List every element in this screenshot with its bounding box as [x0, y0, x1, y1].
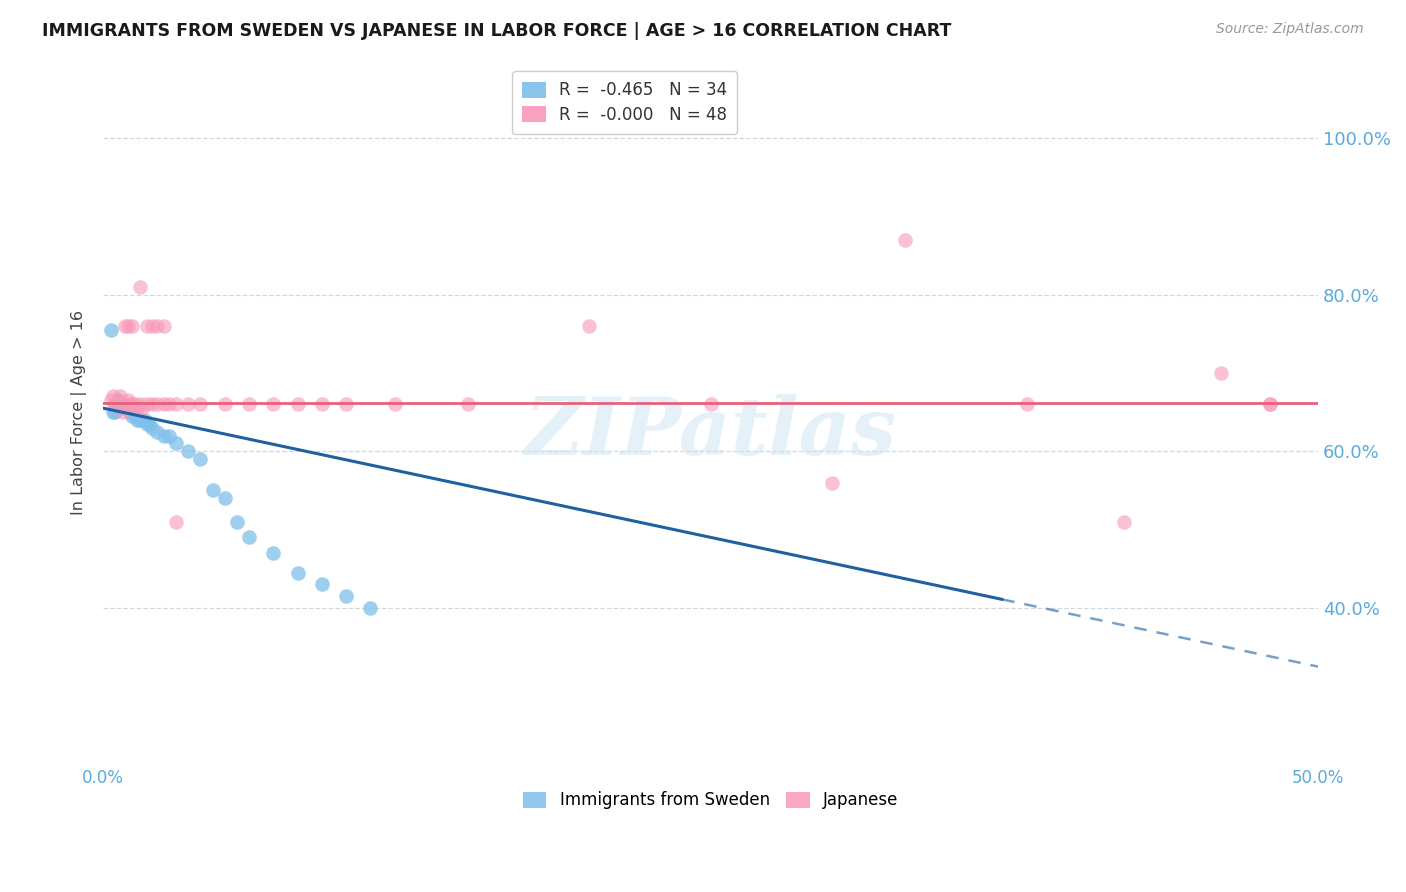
Point [107, 393, 129, 408]
Text: ZIPatlas: ZIPatlas [524, 394, 897, 472]
Point [114, 401, 136, 416]
Point [262, 397, 284, 411]
Point [238, 397, 260, 411]
Point [287, 566, 309, 580]
Point [578, 318, 600, 333]
Point [114, 397, 136, 411]
Point [121, 397, 143, 411]
Point [238, 530, 260, 544]
Point [177, 397, 200, 411]
Point [214, 491, 236, 506]
Text: IMMIGRANTS FROM SWEDEN VS JAPANESE IN LABOR FORCE | AGE > 16 CORRELATION CHART: IMMIGRANTS FROM SWEDEN VS JAPANESE IN LA… [42, 22, 952, 40]
Point [110, 389, 132, 403]
Point [1112, 515, 1135, 529]
Point [124, 409, 146, 423]
Point [128, 413, 150, 427]
Point [128, 397, 150, 411]
Point [225, 515, 247, 529]
Point [128, 279, 150, 293]
Point [699, 397, 721, 411]
Point [287, 397, 309, 411]
Point [157, 428, 180, 442]
Point [138, 417, 160, 431]
Point [124, 397, 146, 411]
Point [1258, 397, 1281, 411]
Point [104, 405, 127, 419]
Point [101, 405, 124, 419]
Point [141, 421, 163, 435]
Point [821, 475, 844, 490]
Point [1015, 397, 1038, 411]
Point [145, 425, 167, 439]
Point [190, 452, 212, 467]
Point [111, 397, 134, 411]
Point [127, 413, 149, 427]
Point [114, 318, 136, 333]
Point [118, 397, 141, 411]
Text: Source: ZipAtlas.com: Source: ZipAtlas.com [1216, 22, 1364, 37]
Point [101, 389, 124, 403]
Point [894, 233, 917, 247]
Point [311, 577, 333, 591]
Legend: Immigrants from Sweden, Japanese: Immigrants from Sweden, Japanese [516, 785, 905, 816]
Point [117, 318, 139, 333]
Point [136, 397, 159, 411]
Point [136, 417, 159, 431]
Point [1258, 397, 1281, 411]
Point [153, 397, 176, 411]
Point [121, 409, 143, 423]
Point [153, 428, 176, 442]
Point [141, 397, 163, 411]
Point [141, 318, 163, 333]
Point [131, 413, 153, 427]
Point [335, 589, 357, 603]
Point [201, 483, 224, 498]
Point [311, 397, 333, 411]
Point [104, 397, 127, 411]
Point [165, 436, 187, 450]
Point [127, 401, 149, 416]
Y-axis label: In Labor Force | Age > 16: In Labor Force | Age > 16 [72, 310, 87, 515]
Point [214, 397, 236, 411]
Point [190, 397, 212, 411]
Point [134, 413, 156, 427]
Point [1209, 366, 1232, 380]
Point [107, 393, 129, 408]
Point [145, 397, 167, 411]
Point [177, 444, 200, 458]
Point [157, 397, 180, 411]
Point [111, 405, 134, 419]
Point [360, 600, 382, 615]
Point [100, 323, 122, 337]
Point [118, 405, 141, 419]
Point [100, 393, 122, 408]
Point [457, 397, 479, 411]
Point [335, 397, 357, 411]
Point [145, 318, 167, 333]
Point [117, 401, 139, 416]
Point [153, 318, 176, 333]
Point [262, 546, 284, 560]
Point [131, 401, 153, 416]
Point [117, 393, 139, 408]
Point [121, 318, 143, 333]
Point [165, 397, 187, 411]
Point [136, 318, 159, 333]
Point [110, 401, 132, 416]
Point [384, 397, 406, 411]
Point [165, 515, 187, 529]
